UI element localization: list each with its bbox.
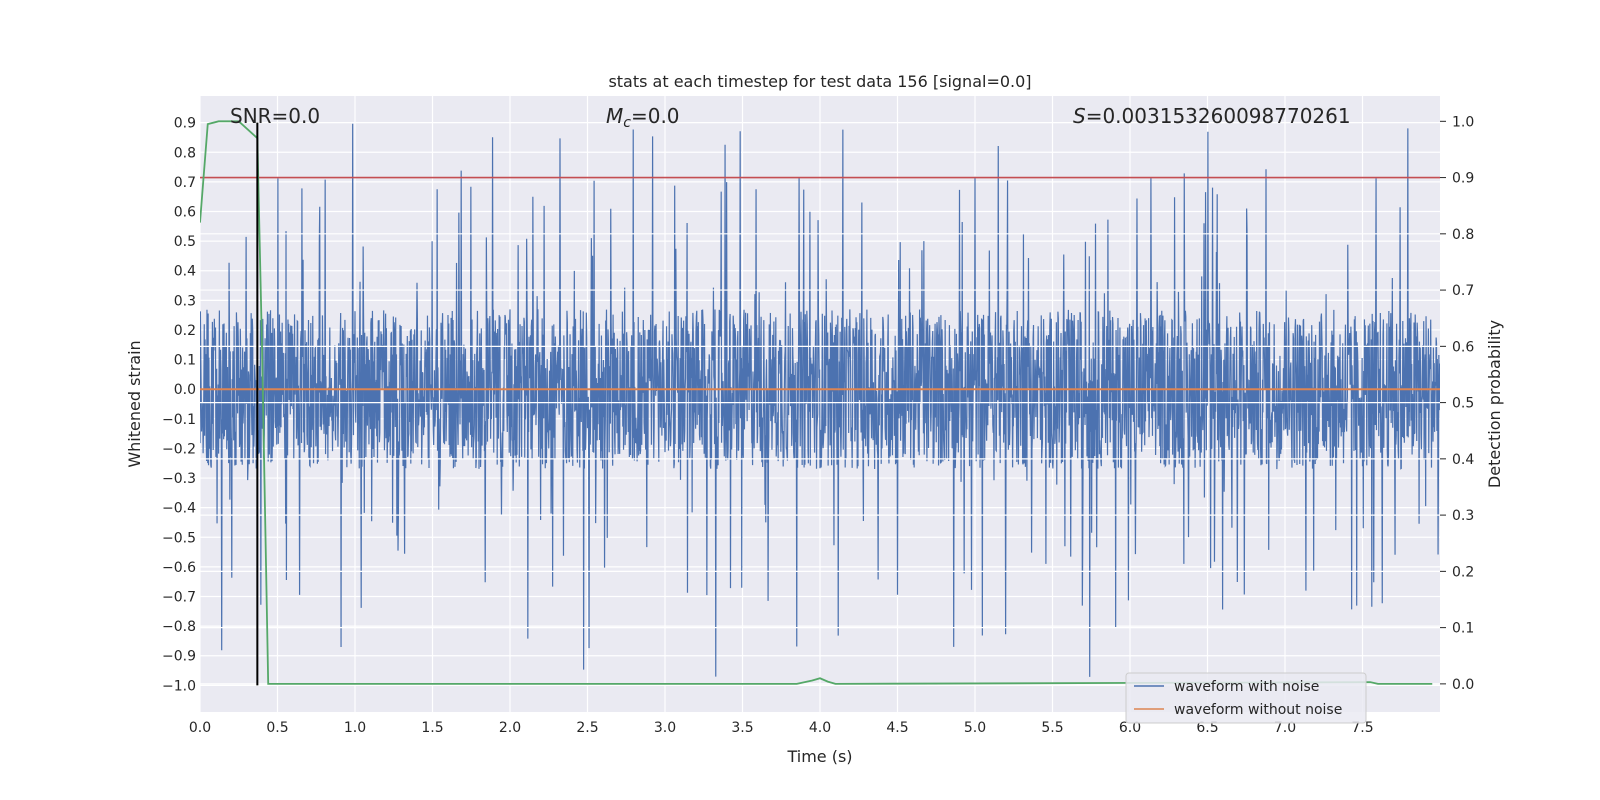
right-y-tick-label: 0.4 [1452, 452, 1474, 468]
left-y-tick-label: −1.0 [162, 678, 196, 694]
right-y-tick-label: 0.9 [1452, 171, 1474, 187]
x-tick-label: 5.5 [1041, 720, 1063, 736]
left-y-tick-label: 0.7 [174, 175, 196, 191]
chirp-mass-value: =0.0 [631, 104, 680, 128]
left-y-tick-label: 0.1 [174, 353, 196, 369]
right-y-tick-label: 1.0 [1452, 114, 1474, 130]
left-y-tick-label: 0.5 [174, 234, 196, 250]
left-y-tick-label: 0.3 [174, 293, 196, 309]
left-y-tick-label: −0.9 [162, 649, 196, 665]
legend-box [1125, 672, 1367, 724]
left-y-tick-label: −0.8 [162, 619, 196, 635]
right-y-tick-label: 0.3 [1452, 508, 1474, 524]
x-tick-label: 6.5 [1196, 720, 1218, 736]
right-y-tick-label: 0.0 [1452, 677, 1474, 693]
x-tick-label: 6.0 [1119, 720, 1141, 736]
x-tick-label: 0.5 [266, 720, 288, 736]
statistic-value: =0.003153260098770261 [1086, 104, 1351, 128]
legend: waveform with noise waveform without noi… [1125, 672, 1367, 724]
left-y-tick-label: 0.4 [174, 264, 196, 280]
x-tick-label: 3.5 [731, 720, 753, 736]
left-y-axis-ticks: 0.9 0.8 0.7 0.6 0.5 0.4 0.3 0.2 0.1 0.0 −0.1 −0.2 −0… [162, 116, 196, 695]
series-waveform-with-noise [200, 123, 1440, 677]
right-y-axis-ticks: 1.0 0.9 0.8 0.7 0.6 0.5 0.4 0.3 0.2 0.1 0.0 [1440, 114, 1474, 693]
right-y-tick-label: 0.1 [1452, 621, 1474, 637]
left-y-tick-label: 0.2 [174, 323, 196, 339]
snr-annotation: SNR=0.0 [230, 104, 320, 128]
x-axis-label: Time (s) [786, 747, 852, 766]
right-y-axis-label: Detection probability [1485, 320, 1504, 488]
chirp-mass-subscript: c [623, 115, 631, 131]
x-tick-label: 1.5 [421, 720, 443, 736]
x-axis-ticks: 0.0 0.5 1.0 1.5 2.0 2.5 3.0 3.5 4.0 4.5 5.0 5.5 6.0 6… [189, 720, 1374, 736]
left-y-axis-label: Whitened strain [125, 340, 144, 467]
right-y-tick-label: 0.6 [1452, 339, 1474, 355]
x-tick-label: 1.0 [344, 720, 366, 736]
x-tick-label: 7.0 [1274, 720, 1296, 736]
left-y-tick-label: −0.5 [162, 530, 196, 546]
x-tick-label: 0.0 [189, 720, 211, 736]
left-y-tick-label: 0.8 [174, 145, 196, 161]
legend-label-waveform-with-noise: waveform with noise [1174, 679, 1319, 695]
x-tick-label: 4.5 [886, 720, 908, 736]
x-tick-label: 5.0 [964, 720, 986, 736]
statistic-annotation: S=0.003153260098770261 [1073, 104, 1351, 128]
x-tick-label: 2.0 [499, 720, 521, 736]
left-y-tick-label: 0.6 [174, 205, 196, 221]
chirp-mass-annotation: Mc=0.0 [606, 104, 680, 131]
x-tick-label: 4.0 [809, 720, 831, 736]
left-y-tick-label: 0.9 [174, 116, 196, 132]
plot-content [200, 123, 1440, 677]
right-y-tick-label: 0.7 [1452, 283, 1474, 299]
chart-title: stats at each timestep for test data 156… [608, 72, 1031, 91]
legend-label-waveform-without-noise: waveform without noise [1174, 702, 1342, 718]
left-y-tick-label: 0.0 [174, 382, 196, 398]
right-y-tick-label: 0.2 [1452, 564, 1474, 580]
right-y-tick-label: 0.5 [1452, 396, 1474, 412]
x-tick-label: 7.5 [1351, 720, 1373, 736]
right-y-tick-label: 0.8 [1452, 227, 1474, 243]
left-y-tick-label: −0.1 [162, 412, 196, 428]
left-y-tick-label: −0.2 [162, 441, 196, 457]
left-y-tick-label: −0.7 [162, 590, 196, 606]
left-y-tick-label: −0.3 [162, 471, 196, 487]
x-tick-label: 2.5 [576, 720, 598, 736]
left-y-tick-label: −0.6 [162, 560, 196, 576]
left-y-tick-label: −0.4 [162, 501, 196, 517]
chirp-mass-symbol: M [606, 104, 623, 128]
statistic-symbol: S [1073, 104, 1086, 128]
x-tick-label: 3.0 [654, 720, 676, 736]
